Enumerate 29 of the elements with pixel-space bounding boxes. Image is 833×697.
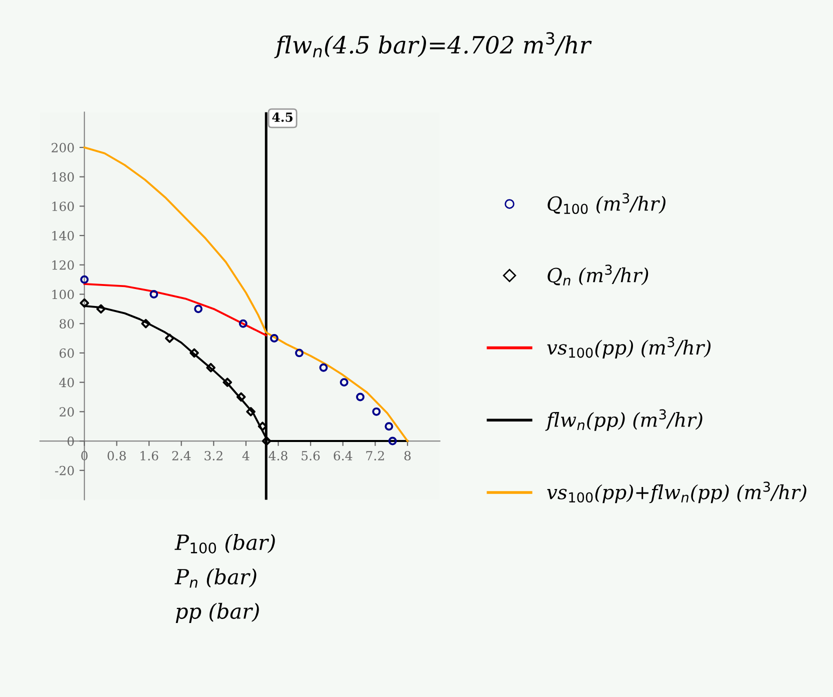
y-tick-label: 20: [60, 407, 74, 417]
y-tick-label: 80: [60, 319, 74, 329]
x-tick-label: 3.2: [204, 450, 222, 460]
x-tick-label: 0.8: [108, 450, 126, 460]
ref-line-label: 4.5: [272, 112, 293, 122]
x-tick-label: 5.6: [302, 450, 320, 460]
y-tick-label: 100: [52, 290, 74, 300]
legend-label: Q$_{n}$ (m$^{3}$/hr): [548, 264, 648, 286]
legend-label: Q$_{100}$ (m$^{3}$/hr): [548, 193, 666, 214]
x-tick-label: 1.6: [140, 450, 158, 460]
legend-label: vs$_{100}$(pp) (m$^{3}$/hr): [547, 336, 711, 359]
legend-label: vs$_{100}$(pp)+flw$_{n}$(pp) (m$^{3}$/hr): [547, 482, 806, 504]
x-tick-label: 7.2: [366, 450, 384, 460]
y-tick-label: 180: [52, 172, 74, 182]
y-tick-label: 140: [52, 230, 74, 240]
text: P$_{100}$ (bar) P$_{n}$ (bar) pp (bar): [174, 534, 275, 623]
legend-label: flw$_{n}$(pp) (m$^{3}$/hr): [545, 409, 702, 431]
y-tick-label: 60: [60, 348, 74, 358]
y-tick-label: 200: [52, 142, 74, 152]
chart-title: flw$_{n}$(4.5 bar)=4.702 m$^{3}$/hr: [274, 32, 592, 58]
x-tick-label: 8: [404, 450, 411, 460]
x-tick-label: 4.8: [268, 450, 288, 460]
x-tick-label: 2.4: [172, 450, 191, 460]
y-tick-label: -20: [55, 466, 74, 476]
x-tick-label: 6.4: [334, 450, 352, 460]
y-tick-label: 160: [52, 202, 74, 212]
x-tick-label: 4: [242, 450, 250, 460]
y-tick-label: 40: [59, 378, 74, 388]
y-tick-label: 120: [52, 260, 74, 270]
